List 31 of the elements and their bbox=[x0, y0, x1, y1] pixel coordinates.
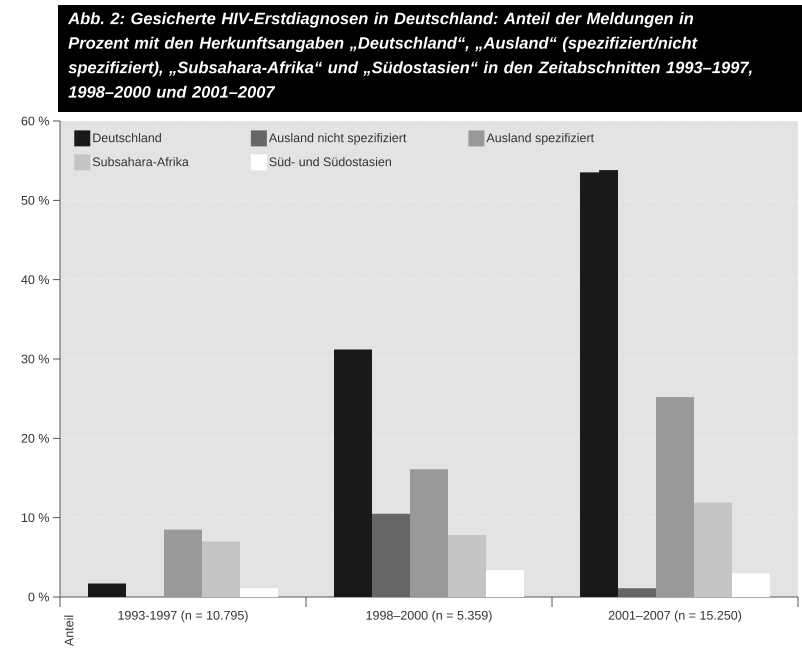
x-tick-label: 1993-1997 (n = 10.795) bbox=[118, 610, 248, 622]
bar bbox=[164, 530, 202, 597]
chart-title: Abb. 2: Gesicherte HIV-Erstdiagnosen in Deutschland: Anteil der Meldungen in Prozent mit den Herkunftsangaben „Deutschland“, „Ausland“ (spezifiziert/nicht spezifiziert), „Subsahara-Afrika“ und „Südostasien“ in den Zeitabschnitten 1993–1997, 1998–2000 und 2001–2007 bbox=[68, 12, 752, 98]
y-axis-title: Anteil bbox=[64, 616, 74, 646]
y-tick-label: 40 % bbox=[21, 275, 50, 284]
y-tick-label: 50 % bbox=[21, 196, 50, 205]
bar bbox=[656, 397, 694, 597]
legend-label: Deutschland bbox=[93, 133, 161, 142]
bar bbox=[202, 541, 240, 597]
y-tick-label: 30 % bbox=[21, 354, 50, 364]
x-tick-label: 2001–2007 (n = 15.250) bbox=[608, 610, 742, 622]
y-tick-label: 60 % bbox=[22, 116, 50, 126]
bar bbox=[486, 570, 524, 597]
bar bbox=[410, 469, 448, 597]
bar bbox=[732, 573, 770, 597]
bar bbox=[240, 588, 278, 597]
bar bbox=[334, 349, 372, 597]
bar bbox=[618, 588, 656, 597]
legend-label: Subsahara-Afrika bbox=[92, 157, 189, 166]
legend-label: Ausland spezifiziert bbox=[486, 133, 594, 145]
bar bbox=[448, 535, 486, 597]
y-tick-label: 0 % bbox=[28, 592, 50, 602]
legend-label: Ausland nicht spezifiziert bbox=[268, 133, 406, 145]
bar bbox=[372, 514, 410, 597]
y-tick-label: 10 % bbox=[22, 513, 50, 522]
bar bbox=[694, 502, 732, 597]
bar bbox=[580, 170, 618, 597]
bar bbox=[88, 584, 126, 597]
legend-label: Süd- und Südostasien bbox=[269, 157, 392, 166]
y-tick-label: 20 % bbox=[22, 434, 50, 443]
x-tick-label: 1998–2000 (n = 5.359) bbox=[366, 610, 492, 622]
